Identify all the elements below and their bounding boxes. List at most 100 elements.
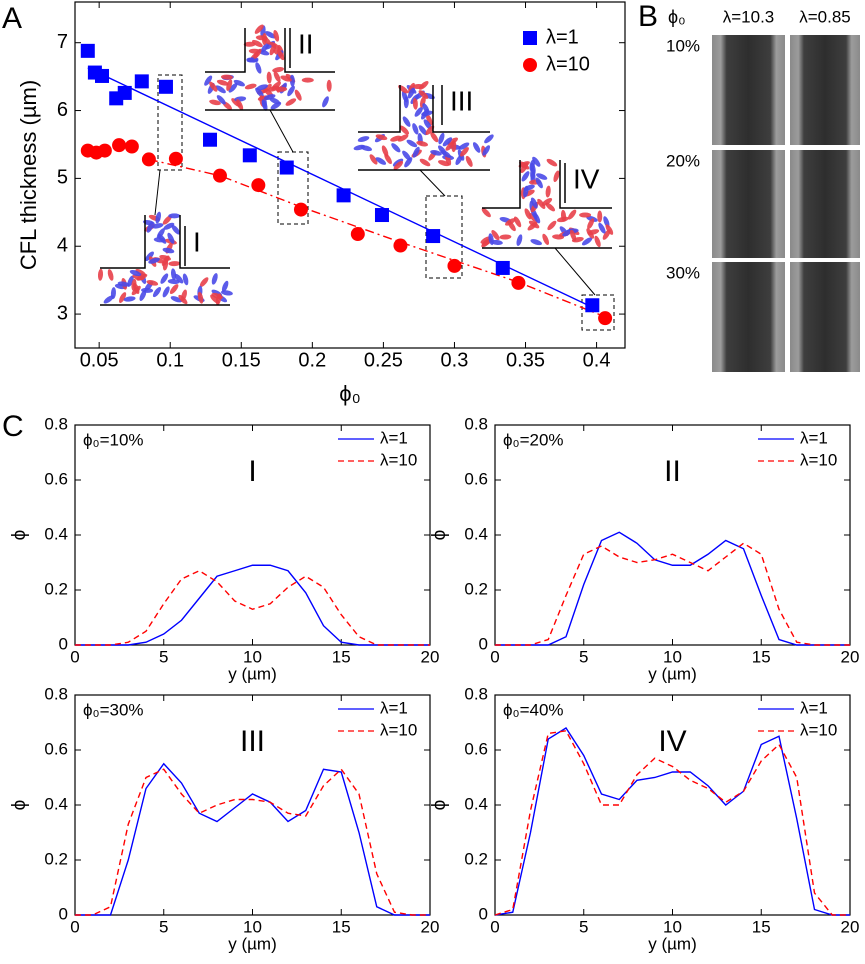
data-line: [495, 531, 850, 646]
cell: [416, 140, 429, 147]
y-tick-label: 0: [59, 904, 68, 923]
cell: [148, 257, 160, 264]
cell: [171, 224, 181, 235]
data-line: [75, 768, 430, 916]
y-tick-label: 0.4: [464, 794, 488, 813]
data-point: [141, 152, 156, 167]
legend-label: λ=1: [380, 698, 408, 717]
data-point: [598, 311, 613, 326]
fit-line: [148, 158, 606, 318]
cell: [542, 233, 550, 245]
cell: [215, 293, 222, 306]
cell: [276, 49, 285, 61]
y-tick-label: 0: [479, 634, 488, 653]
cell: [256, 84, 268, 91]
cell: [220, 74, 233, 80]
cell: [412, 123, 419, 135]
y-axis-label: ϕ: [429, 530, 450, 541]
data-point: [374, 208, 389, 223]
cell: [261, 99, 268, 111]
cell: [391, 143, 401, 153]
cell: [458, 142, 470, 150]
x-axis-label: ϕ₀: [339, 381, 360, 406]
x-tick-label: 15: [752, 917, 771, 936]
cell: [545, 185, 551, 198]
cell: [581, 237, 593, 246]
cell: [322, 96, 329, 108]
case-label: II: [664, 455, 681, 488]
cell: [401, 90, 408, 103]
cell: [482, 145, 491, 156]
cell: [488, 233, 494, 246]
cell: [270, 42, 281, 51]
channel-wall: [100, 215, 230, 306]
cell: [152, 286, 162, 298]
data-line: [75, 569, 430, 646]
plot-frame: [74, 1, 626, 349]
channel-wall: [482, 160, 612, 249]
cell: [455, 154, 463, 165]
cell: [294, 89, 302, 101]
cell: [490, 239, 503, 245]
x-tick-label: 0.4: [583, 349, 611, 371]
x-tick-label: 0: [70, 647, 79, 666]
y-tick-label: 0.2: [44, 579, 68, 598]
x-tick-label: 0: [490, 647, 499, 666]
inset-label: IV: [573, 163, 600, 194]
panel-label: A: [2, 2, 22, 35]
cell: [521, 171, 530, 182]
cell: [481, 207, 491, 218]
x-tick-label: 0: [490, 917, 499, 936]
cell: [438, 132, 445, 145]
cell: [255, 87, 264, 98]
cell: [265, 31, 276, 39]
inset: IV: [480, 156, 614, 249]
cell: [131, 278, 137, 291]
cell: [216, 79, 229, 86]
x-tick-label: 5: [159, 647, 168, 666]
cell: [537, 198, 546, 209]
cell: [168, 213, 181, 219]
x-tick-label: 15: [332, 917, 351, 936]
connector: [269, 109, 294, 153]
y-tick-label: 0.4: [44, 524, 68, 543]
data-point: [112, 138, 127, 153]
cell: [375, 134, 388, 141]
cell: [209, 81, 218, 92]
x-tick-label: 0: [70, 917, 79, 936]
cell: [216, 95, 226, 105]
y-tick-label: 0.2: [464, 849, 488, 868]
y-tick-label: 0.4: [464, 524, 488, 543]
cell: [155, 211, 162, 224]
cell: [528, 220, 540, 229]
cell: [228, 83, 238, 93]
cell: [273, 30, 280, 42]
y-tick-label: 0.2: [464, 579, 488, 598]
x-tick-label: 10: [243, 917, 262, 936]
cell: [402, 116, 411, 127]
legend-label: λ=1: [800, 428, 828, 447]
x-tick-label: 20: [841, 917, 860, 936]
cell: [567, 209, 577, 220]
data-point: [279, 160, 294, 175]
cell: [263, 94, 276, 101]
y-tick-label: 0.2: [44, 849, 68, 868]
cell: [523, 185, 529, 198]
cell: [547, 220, 557, 231]
annotation: ϕ₀=40%: [503, 700, 564, 719]
cell: [418, 125, 428, 136]
data-point: [585, 298, 600, 313]
cell: [406, 139, 418, 148]
legend-label: λ=10: [546, 53, 590, 75]
cell: [273, 71, 281, 83]
legend-label: λ=1: [800, 698, 828, 717]
data-point: [251, 178, 266, 193]
cell: [419, 158, 431, 167]
legend-marker: [523, 31, 537, 45]
data-point: [293, 202, 308, 217]
cell: [369, 154, 378, 165]
cell: [407, 87, 415, 99]
row-label: 10%: [666, 36, 700, 55]
cell: [270, 101, 282, 110]
cell: [285, 98, 297, 106]
